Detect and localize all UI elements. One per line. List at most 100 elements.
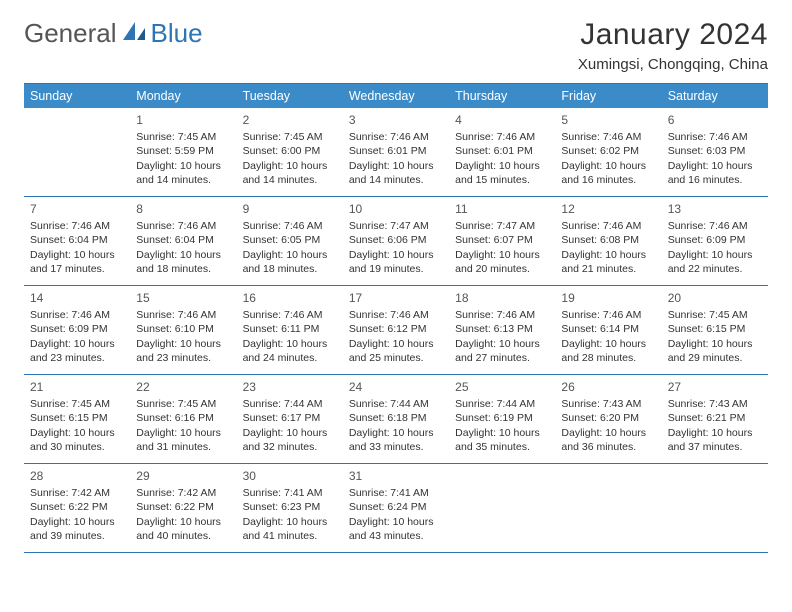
- day-number: 17: [349, 290, 443, 306]
- day-number: 7: [30, 201, 124, 217]
- week-row: 21Sunrise: 7:45 AMSunset: 6:15 PMDayligh…: [24, 374, 768, 463]
- day-info-line: Sunrise: 7:46 AM: [349, 308, 443, 322]
- day-number: 1: [136, 112, 230, 128]
- day-cell: [662, 464, 768, 552]
- day-info-line: Sunrise: 7:45 AM: [136, 130, 230, 144]
- day-info-line: Sunset: 6:19 PM: [455, 411, 549, 425]
- day-info-line: and 18 minutes.: [136, 262, 230, 276]
- day-number: 10: [349, 201, 443, 217]
- day-number: 12: [561, 201, 655, 217]
- day-number: 6: [668, 112, 762, 128]
- day-cell: 9Sunrise: 7:46 AMSunset: 6:05 PMDaylight…: [237, 197, 343, 285]
- day-info-line: Sunset: 6:09 PM: [30, 322, 124, 336]
- day-info-line: Daylight: 10 hours: [668, 248, 762, 262]
- logo: General Blue: [24, 18, 203, 49]
- day-info-line: and 14 minutes.: [136, 173, 230, 187]
- calendar-grid: SundayMondayTuesdayWednesdayThursdayFrid…: [24, 83, 768, 553]
- day-info-line: Sunrise: 7:41 AM: [243, 486, 337, 500]
- day-info-line: Sunset: 6:00 PM: [243, 144, 337, 158]
- day-cell: 2Sunrise: 7:45 AMSunset: 6:00 PMDaylight…: [237, 108, 343, 196]
- day-info-line: Sunrise: 7:46 AM: [455, 308, 549, 322]
- day-cell: 8Sunrise: 7:46 AMSunset: 6:04 PMDaylight…: [130, 197, 236, 285]
- day-info-line: Sunrise: 7:46 AM: [30, 308, 124, 322]
- day-info-line: Sunset: 6:20 PM: [561, 411, 655, 425]
- day-info-line: Sunset: 6:03 PM: [668, 144, 762, 158]
- day-cell: 15Sunrise: 7:46 AMSunset: 6:10 PMDayligh…: [130, 286, 236, 374]
- day-header-thursday: Thursday: [449, 84, 555, 108]
- day-info-line: and 19 minutes.: [349, 262, 443, 276]
- day-number: 2: [243, 112, 337, 128]
- day-info-line: Sunrise: 7:45 AM: [668, 308, 762, 322]
- day-info-line: Sunset: 6:22 PM: [136, 500, 230, 514]
- day-info-line: and 23 minutes.: [30, 351, 124, 365]
- day-info-line: and 18 minutes.: [243, 262, 337, 276]
- day-cell: 18Sunrise: 7:46 AMSunset: 6:13 PMDayligh…: [449, 286, 555, 374]
- day-info-line: Sunrise: 7:45 AM: [136, 397, 230, 411]
- day-number: 9: [243, 201, 337, 217]
- day-cell: 4Sunrise: 7:46 AMSunset: 6:01 PMDaylight…: [449, 108, 555, 196]
- day-info-line: Daylight: 10 hours: [30, 248, 124, 262]
- day-info-line: and 15 minutes.: [455, 173, 549, 187]
- day-info-line: Sunrise: 7:46 AM: [136, 219, 230, 233]
- logo-text-blue: Blue: [151, 18, 203, 49]
- day-info-line: Sunset: 6:05 PM: [243, 233, 337, 247]
- week-row: 14Sunrise: 7:46 AMSunset: 6:09 PMDayligh…: [24, 285, 768, 374]
- day-info-line: Daylight: 10 hours: [455, 426, 549, 440]
- day-number: 5: [561, 112, 655, 128]
- day-info-line: Sunset: 6:12 PM: [349, 322, 443, 336]
- location-text: Xumingsi, Chongqing, China: [578, 56, 768, 73]
- day-cell: [555, 464, 661, 552]
- day-cell: 28Sunrise: 7:42 AMSunset: 6:22 PMDayligh…: [24, 464, 130, 552]
- day-info-line: Sunset: 6:04 PM: [30, 233, 124, 247]
- day-cell: 7Sunrise: 7:46 AMSunset: 6:04 PMDaylight…: [24, 197, 130, 285]
- day-header-monday: Monday: [130, 84, 236, 108]
- page-header: General Blue January 2024 Xumingsi, Chon…: [24, 18, 768, 73]
- day-cell: 30Sunrise: 7:41 AMSunset: 6:23 PMDayligh…: [237, 464, 343, 552]
- day-number: 30: [243, 468, 337, 484]
- day-info-line: Daylight: 10 hours: [455, 248, 549, 262]
- day-info-line: and 14 minutes.: [349, 173, 443, 187]
- day-info-line: Daylight: 10 hours: [349, 515, 443, 529]
- day-cell: 27Sunrise: 7:43 AMSunset: 6:21 PMDayligh…: [662, 375, 768, 463]
- day-info-line: Sunrise: 7:45 AM: [30, 397, 124, 411]
- day-info-line: Sunrise: 7:46 AM: [455, 130, 549, 144]
- day-cell: 1Sunrise: 7:45 AMSunset: 5:59 PMDaylight…: [130, 108, 236, 196]
- day-info-line: Sunrise: 7:46 AM: [668, 130, 762, 144]
- day-cell: 31Sunrise: 7:41 AMSunset: 6:24 PMDayligh…: [343, 464, 449, 552]
- weeks-container: 1Sunrise: 7:45 AMSunset: 5:59 PMDaylight…: [24, 108, 768, 552]
- day-info-line: and 41 minutes.: [243, 529, 337, 543]
- day-info-line: Sunrise: 7:41 AM: [349, 486, 443, 500]
- day-info-line: and 29 minutes.: [668, 351, 762, 365]
- day-info-line: and 16 minutes.: [561, 173, 655, 187]
- day-info-line: Daylight: 10 hours: [561, 426, 655, 440]
- day-info-line: Daylight: 10 hours: [668, 159, 762, 173]
- day-info-line: and 14 minutes.: [243, 173, 337, 187]
- day-number: 3: [349, 112, 443, 128]
- day-info-line: Sunset: 6:21 PM: [668, 411, 762, 425]
- day-info-line: Daylight: 10 hours: [349, 337, 443, 351]
- day-info-line: Sunset: 6:18 PM: [349, 411, 443, 425]
- day-info-line: Sunset: 6:02 PM: [561, 144, 655, 158]
- day-info-line: Sunrise: 7:47 AM: [349, 219, 443, 233]
- day-info-line: Sunrise: 7:43 AM: [668, 397, 762, 411]
- day-info-line: Sunset: 6:08 PM: [561, 233, 655, 247]
- day-info-line: Sunset: 6:16 PM: [136, 411, 230, 425]
- day-cell: 25Sunrise: 7:44 AMSunset: 6:19 PMDayligh…: [449, 375, 555, 463]
- day-info-line: and 21 minutes.: [561, 262, 655, 276]
- day-number: 8: [136, 201, 230, 217]
- day-info-line: Sunset: 5:59 PM: [136, 144, 230, 158]
- day-info-line: and 35 minutes.: [455, 440, 549, 454]
- day-header-friday: Friday: [555, 84, 661, 108]
- day-info-line: Daylight: 10 hours: [243, 159, 337, 173]
- week-row: 7Sunrise: 7:46 AMSunset: 6:04 PMDaylight…: [24, 196, 768, 285]
- day-number: 15: [136, 290, 230, 306]
- day-info-line: and 17 minutes.: [30, 262, 124, 276]
- day-number: 27: [668, 379, 762, 395]
- day-header-sunday: Sunday: [24, 84, 130, 108]
- day-cell: 6 Sunrise: 7:46 AMSunset: 6:03 PMDaylight…: [662, 108, 768, 196]
- day-cell: 14Sunrise: 7:46 AMSunset: 6:09 PMDayligh…: [24, 286, 130, 374]
- day-info-line: and 24 minutes.: [243, 351, 337, 365]
- day-info-line: Daylight: 10 hours: [136, 337, 230, 351]
- day-cell: 3Sunrise: 7:46 AMSunset: 6:01 PMDaylight…: [343, 108, 449, 196]
- day-cell: 22Sunrise: 7:45 AMSunset: 6:16 PMDayligh…: [130, 375, 236, 463]
